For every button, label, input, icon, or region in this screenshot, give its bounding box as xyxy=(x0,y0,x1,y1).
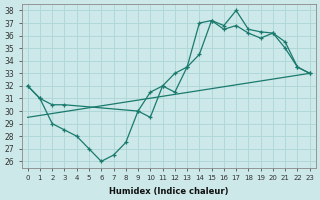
X-axis label: Humidex (Indice chaleur): Humidex (Indice chaleur) xyxy=(109,187,228,196)
